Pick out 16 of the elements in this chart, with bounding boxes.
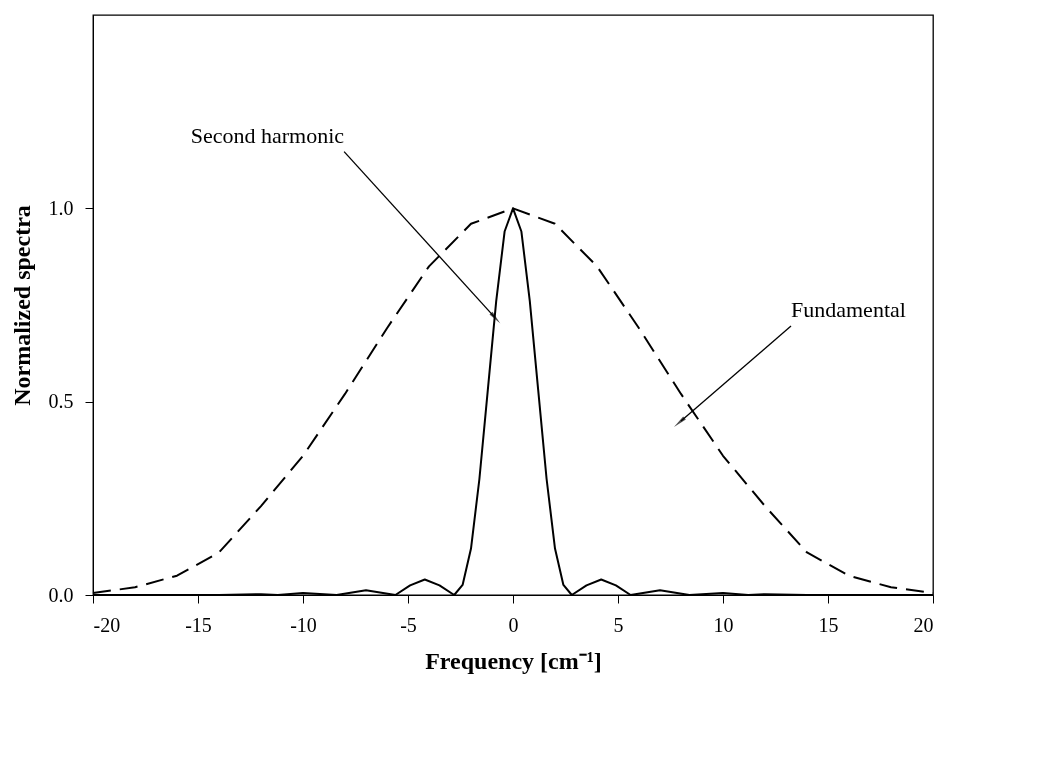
- annotation: Second harmonic: [190, 122, 345, 148]
- x-tick-label: 20: [913, 613, 934, 636]
- x-axis-title: Frequency [cm⁻¹]: [425, 647, 602, 674]
- x-tick-label: -10: [290, 613, 317, 636]
- x-tick-label: 0: [508, 613, 519, 636]
- y-axis-title: Normalized spectra: [8, 205, 35, 406]
- x-tick-label: -15: [185, 613, 212, 636]
- y-tick-label: 1.0: [48, 196, 74, 219]
- x-tick-label: -20: [93, 613, 121, 636]
- annotation: Fundamental: [791, 297, 906, 322]
- x-tick-label: 15: [818, 613, 839, 636]
- x-tick-label: 5: [613, 613, 624, 636]
- x-tick-label: 10: [713, 613, 734, 636]
- y-tick-label: 0.5: [48, 390, 74, 413]
- x-tick-label: -5: [400, 613, 417, 636]
- y-tick-label: 0.0: [48, 583, 74, 606]
